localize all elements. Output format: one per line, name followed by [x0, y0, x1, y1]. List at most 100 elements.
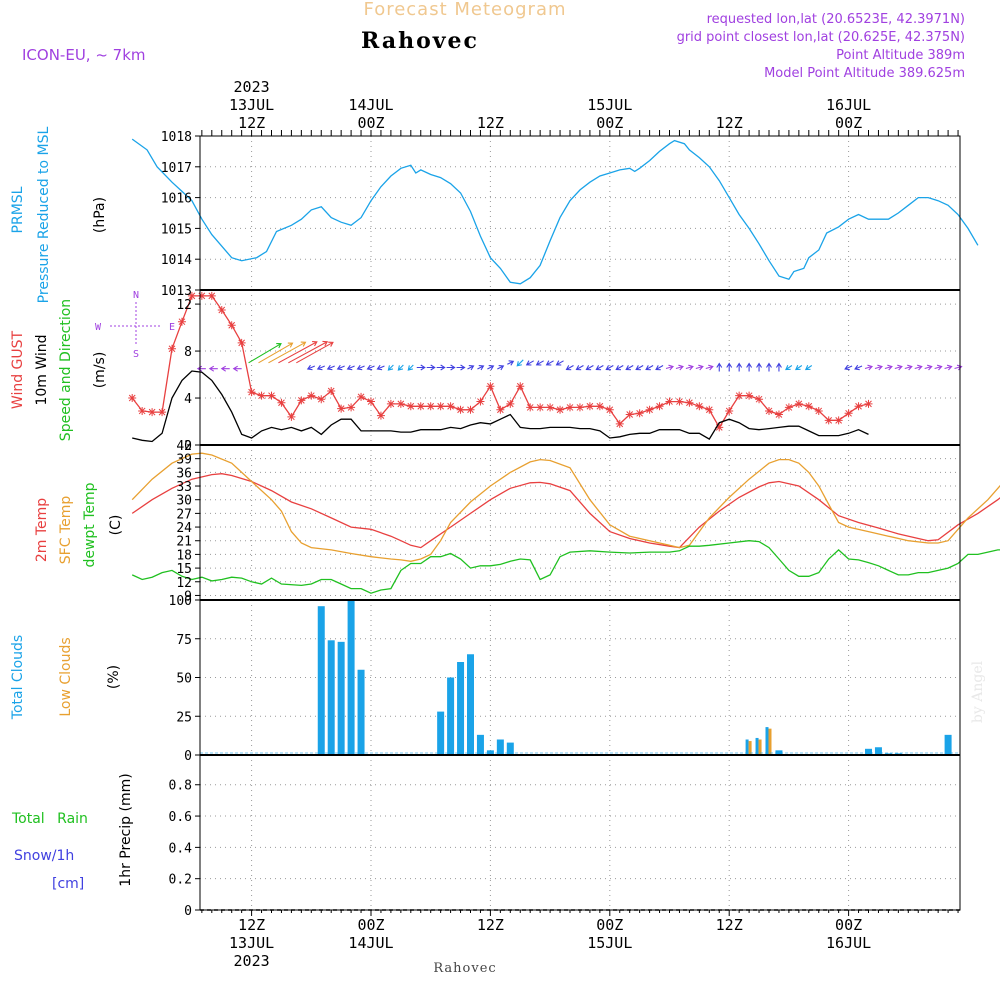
y-tick-label: 27: [176, 507, 192, 522]
gust-marker: [725, 406, 734, 415]
gust-marker: [426, 402, 435, 411]
y-tick-label: 36: [176, 466, 192, 481]
y-tick-label: 42: [176, 439, 192, 454]
bar-total-clouds: [467, 654, 474, 755]
wind-arrow: [894, 364, 903, 371]
wind-arrow: [456, 364, 466, 371]
gust-marker: [605, 405, 614, 414]
wind-arrow: [675, 364, 684, 371]
cm-unit-label: [cm]: [52, 876, 84, 892]
gust-marker: [685, 398, 694, 407]
y-tick-label: 0.2: [169, 873, 192, 888]
wind-arrow: [844, 364, 853, 371]
bar-total-clouds: [476, 734, 484, 755]
speed-dir-label: Speed and Direction: [58, 299, 74, 441]
gust-marker: [705, 405, 714, 414]
series-line-2m-temp: [131, 473, 1000, 549]
gust-marker: [376, 411, 385, 420]
wind-arrow: [555, 360, 564, 366]
bar-low-clouds: [748, 741, 752, 755]
pct-unit-label: (%): [106, 665, 122, 689]
wind-arrow: [545, 360, 554, 366]
gust-marker: [227, 321, 236, 330]
gust-marker: [854, 402, 863, 411]
wind-arrow: [874, 364, 883, 371]
wind-arrow: [625, 365, 634, 371]
wind-arrow: [924, 364, 933, 371]
grid-layer: [200, 135, 960, 911]
gust-marker: [347, 403, 356, 412]
credit-watermark: by Angel: [970, 660, 986, 723]
wind-arrow: [944, 364, 953, 371]
wind-arrow: [278, 341, 318, 364]
wind-labels: Wind GUST 10m Wind Speed and Direction (…: [10, 299, 108, 441]
time-label-top: 12Z: [477, 114, 504, 132]
bar-total-clouds: [944, 734, 952, 755]
wind-arrow: [268, 341, 307, 364]
wind-arrow: [716, 362, 723, 372]
wind-arrow: [695, 364, 704, 371]
gust-marker: [625, 410, 634, 419]
y-tick-label: 9: [184, 589, 192, 604]
gust-marker: [695, 402, 704, 411]
compass-n: N: [133, 290, 139, 301]
gust-marker: [566, 403, 574, 412]
gust-marker: [476, 397, 485, 406]
wind-arrow: [397, 364, 404, 371]
gust-marker: [466, 405, 475, 414]
time-label-bottom: 12Z: [238, 916, 265, 934]
gust-marker: [635, 409, 644, 418]
c-unit-label: (C): [108, 515, 124, 536]
wind-arrow: [507, 360, 515, 366]
wind-arrow: [446, 364, 456, 371]
gust-marker: [247, 388, 256, 397]
bar-total-clouds: [437, 711, 445, 755]
time-label-top: 12Z: [238, 114, 265, 132]
bar-total-clouds: [506, 742, 514, 755]
panel-frame: [199, 754, 961, 911]
wind-arrow: [376, 364, 385, 371]
gust-marker: [297, 396, 306, 405]
gust-marker: [177, 317, 186, 326]
gust-marker: [158, 408, 167, 417]
panel-frame: [199, 135, 961, 291]
wind-arrow: [794, 364, 803, 371]
gust-marker: [456, 405, 465, 414]
gust-marker: [307, 391, 316, 400]
y-tick-label: 1018: [161, 130, 192, 145]
wind-arrow: [248, 343, 282, 364]
time-label-top: 14JUL: [348, 96, 393, 114]
wind-arrow: [655, 365, 664, 371]
bar-low-clouds: [758, 739, 762, 755]
gust-marker: [396, 399, 405, 408]
y-tick-label: 0.6: [169, 810, 192, 825]
gust-marker: [834, 416, 843, 425]
requested-coords: requested lon,lat (20.6523E, 42.3971N): [707, 12, 965, 27]
wind-arrow: [416, 364, 426, 371]
bar-total-clouds: [357, 669, 365, 755]
time-label-top: 16JUL: [826, 96, 871, 114]
y-tick-label: 25: [176, 710, 192, 725]
y-tick-label: 12: [176, 576, 192, 591]
y-tick-label: 15: [176, 562, 192, 577]
y-tick-label: 18: [176, 548, 192, 563]
wind-arrow: [585, 365, 594, 371]
time-label-top: 00Z: [835, 114, 862, 132]
wind-arrow: [766, 362, 772, 372]
gust-marker: [794, 399, 803, 408]
bar-total-clouds: [447, 677, 455, 755]
gust-marker: [665, 397, 674, 406]
wind-arrow: [756, 362, 763, 372]
gust-marker: [824, 416, 833, 425]
wind-arrow: [387, 364, 394, 371]
time-label-bottom: 00Z: [357, 916, 384, 934]
gust-marker: [655, 402, 664, 411]
time-label-top: 2023: [234, 78, 270, 96]
wind-arrow: [705, 364, 714, 371]
y-tick-label: 1013: [161, 284, 192, 299]
wind-arrow: [785, 364, 793, 371]
y-tick-label: 100: [169, 594, 192, 609]
gust-marker: [546, 403, 555, 412]
wind-arrow: [575, 365, 584, 371]
y-tick-label: 12: [176, 298, 192, 313]
